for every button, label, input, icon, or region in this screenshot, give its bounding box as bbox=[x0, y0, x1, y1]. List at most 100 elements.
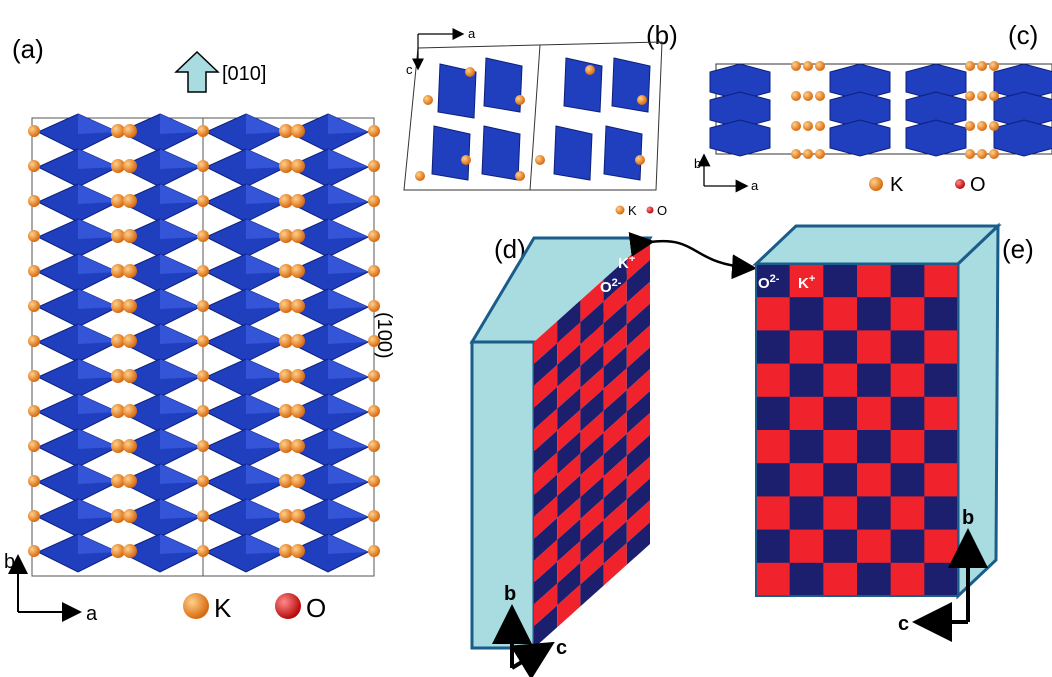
octahedron-facet bbox=[160, 429, 200, 449]
octahedron-facet bbox=[160, 499, 200, 519]
checker-cell bbox=[789, 363, 824, 398]
axis-a-label: a bbox=[751, 178, 759, 193]
octahedron-facet bbox=[246, 289, 286, 309]
checker-cell bbox=[557, 300, 581, 344]
connector-arrow bbox=[628, 231, 757, 280]
checker-cell bbox=[534, 364, 558, 408]
checker-cell bbox=[626, 478, 650, 522]
k-atom bbox=[123, 474, 137, 488]
k-atom bbox=[279, 194, 293, 208]
k-atom bbox=[279, 299, 293, 313]
octahedron-facet bbox=[246, 464, 286, 484]
k-atom bbox=[197, 160, 209, 172]
k-atom bbox=[635, 155, 645, 165]
checker-cell bbox=[534, 343, 558, 386]
k-atom bbox=[803, 61, 813, 71]
k-atom bbox=[28, 125, 40, 137]
k-atom bbox=[803, 91, 813, 101]
ion-labels-e: O2- K+ bbox=[758, 273, 815, 292]
panel-c: (c) b a K O bbox=[694, 20, 1052, 196]
octahedron-facet bbox=[246, 534, 286, 554]
k-atom bbox=[291, 194, 305, 208]
axis-a-label: a bbox=[468, 26, 476, 41]
octahedron-facet bbox=[160, 184, 200, 204]
checker-cell bbox=[557, 344, 581, 387]
checker-cell bbox=[857, 463, 892, 497]
k-atom bbox=[123, 299, 137, 313]
checker-cell bbox=[534, 583, 558, 627]
octahedron-facet bbox=[328, 534, 368, 554]
k-atom bbox=[965, 61, 975, 71]
k-atom bbox=[415, 171, 425, 181]
checker-cell bbox=[534, 605, 558, 648]
checker-cell bbox=[603, 258, 627, 302]
k-atom bbox=[123, 229, 137, 243]
checker-cell bbox=[924, 363, 959, 398]
octahedron-facet bbox=[160, 464, 200, 484]
octahedron-facet bbox=[246, 394, 286, 414]
k-atom bbox=[279, 509, 293, 523]
k-atom bbox=[291, 439, 305, 453]
axis-b-label: b bbox=[504, 583, 516, 605]
panel-c-structure bbox=[709, 61, 1052, 159]
octahedron bbox=[431, 125, 471, 181]
k-atom bbox=[791, 121, 801, 131]
k-atom bbox=[28, 510, 40, 522]
k-atom bbox=[28, 545, 40, 557]
octahedron-facet bbox=[78, 184, 118, 204]
k-atom bbox=[291, 334, 305, 348]
k-atom bbox=[111, 264, 125, 278]
k-atom bbox=[368, 440, 380, 452]
checker-cell bbox=[924, 529, 959, 564]
k-atom bbox=[28, 265, 40, 277]
checker-cell bbox=[756, 330, 791, 365]
octahedron-facet bbox=[328, 394, 368, 414]
checker-cell bbox=[789, 463, 824, 497]
k-atom bbox=[28, 195, 40, 207]
k-atom bbox=[423, 95, 433, 105]
k-atom bbox=[815, 121, 825, 131]
k-atom bbox=[989, 121, 999, 131]
checker-cell bbox=[789, 562, 824, 597]
k-atom bbox=[515, 171, 525, 181]
octahedron-facet bbox=[78, 149, 118, 169]
checker-cell bbox=[924, 562, 959, 597]
checker-cell bbox=[789, 297, 824, 331]
octahedron-facet bbox=[246, 254, 286, 274]
octahedron-facet bbox=[78, 254, 118, 274]
octahedron-facet bbox=[160, 114, 200, 134]
k-atom bbox=[111, 124, 125, 138]
panel-e-label: (e) bbox=[1002, 234, 1034, 264]
checker-cell bbox=[823, 264, 858, 298]
k-atom bbox=[197, 440, 209, 452]
k-atom bbox=[197, 475, 209, 487]
checker-cell bbox=[857, 562, 892, 597]
k-atom bbox=[965, 121, 975, 131]
k-atom bbox=[368, 370, 380, 382]
checker-cell bbox=[580, 410, 604, 454]
checker-cell bbox=[626, 412, 650, 456]
k-atom bbox=[803, 149, 813, 159]
axes-d: b c bbox=[492, 583, 567, 677]
checker-cell bbox=[534, 561, 558, 605]
octahedron-facet bbox=[246, 184, 286, 204]
checker-cell bbox=[603, 477, 627, 521]
checker-cell bbox=[890, 430, 925, 464]
checker-cell bbox=[756, 264, 791, 298]
k-atom bbox=[279, 264, 293, 278]
axes-b: a c bbox=[406, 26, 476, 77]
octahedron bbox=[829, 119, 891, 157]
legend-b: K O bbox=[615, 203, 667, 218]
k-atom bbox=[368, 335, 380, 347]
k-atom bbox=[123, 264, 137, 278]
k-atom bbox=[585, 65, 595, 75]
axes-a: b a bbox=[4, 551, 98, 625]
checker-cell bbox=[890, 297, 925, 331]
checker-cell bbox=[890, 363, 925, 398]
legend-k-label: K bbox=[214, 593, 232, 623]
checker-cell bbox=[603, 542, 627, 586]
panel-a-structure bbox=[28, 113, 380, 573]
octahedron-facet bbox=[328, 254, 368, 274]
k-atom bbox=[803, 121, 813, 131]
k-atom bbox=[465, 67, 475, 77]
